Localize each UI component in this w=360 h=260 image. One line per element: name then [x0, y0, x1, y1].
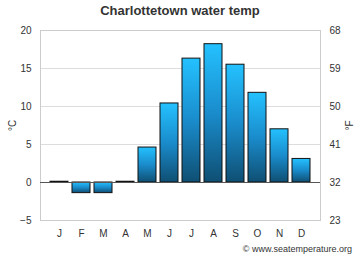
svg-text:J: J	[57, 228, 62, 239]
svg-text:M: M	[143, 228, 151, 239]
svg-text:M: M	[99, 228, 107, 239]
svg-text:J: J	[167, 228, 172, 239]
svg-text:°F: °F	[344, 120, 355, 130]
svg-text:59: 59	[330, 63, 342, 74]
svg-text:F: F	[78, 228, 84, 239]
svg-text:23: 23	[330, 215, 342, 226]
svg-text:68: 68	[330, 25, 342, 36]
svg-text:15: 15	[20, 63, 32, 74]
svg-text:41: 41	[330, 139, 342, 150]
svg-text:A: A	[122, 228, 129, 239]
svg-text:°C: °C	[7, 120, 18, 131]
svg-text:5: 5	[26, 139, 32, 150]
svg-text:10: 10	[20, 101, 32, 112]
svg-text:D: D	[298, 228, 305, 239]
svg-text:−5: −5	[20, 215, 32, 226]
svg-text:32: 32	[330, 177, 342, 188]
svg-text:20: 20	[20, 25, 32, 36]
svg-text:S: S	[232, 228, 239, 239]
html-text:© www.seatemperature.org: © www.seatemperature.org	[242, 244, 352, 254]
svg-text:50: 50	[330, 101, 342, 112]
html-text:Charlottetown water temp: Charlottetown water temp	[100, 3, 260, 18]
svg-text:0: 0	[26, 177, 32, 188]
svg-text:N: N	[276, 228, 283, 239]
svg-text:O: O	[254, 228, 262, 239]
svg-text:A: A	[210, 228, 217, 239]
svg-text:J: J	[189, 228, 194, 239]
